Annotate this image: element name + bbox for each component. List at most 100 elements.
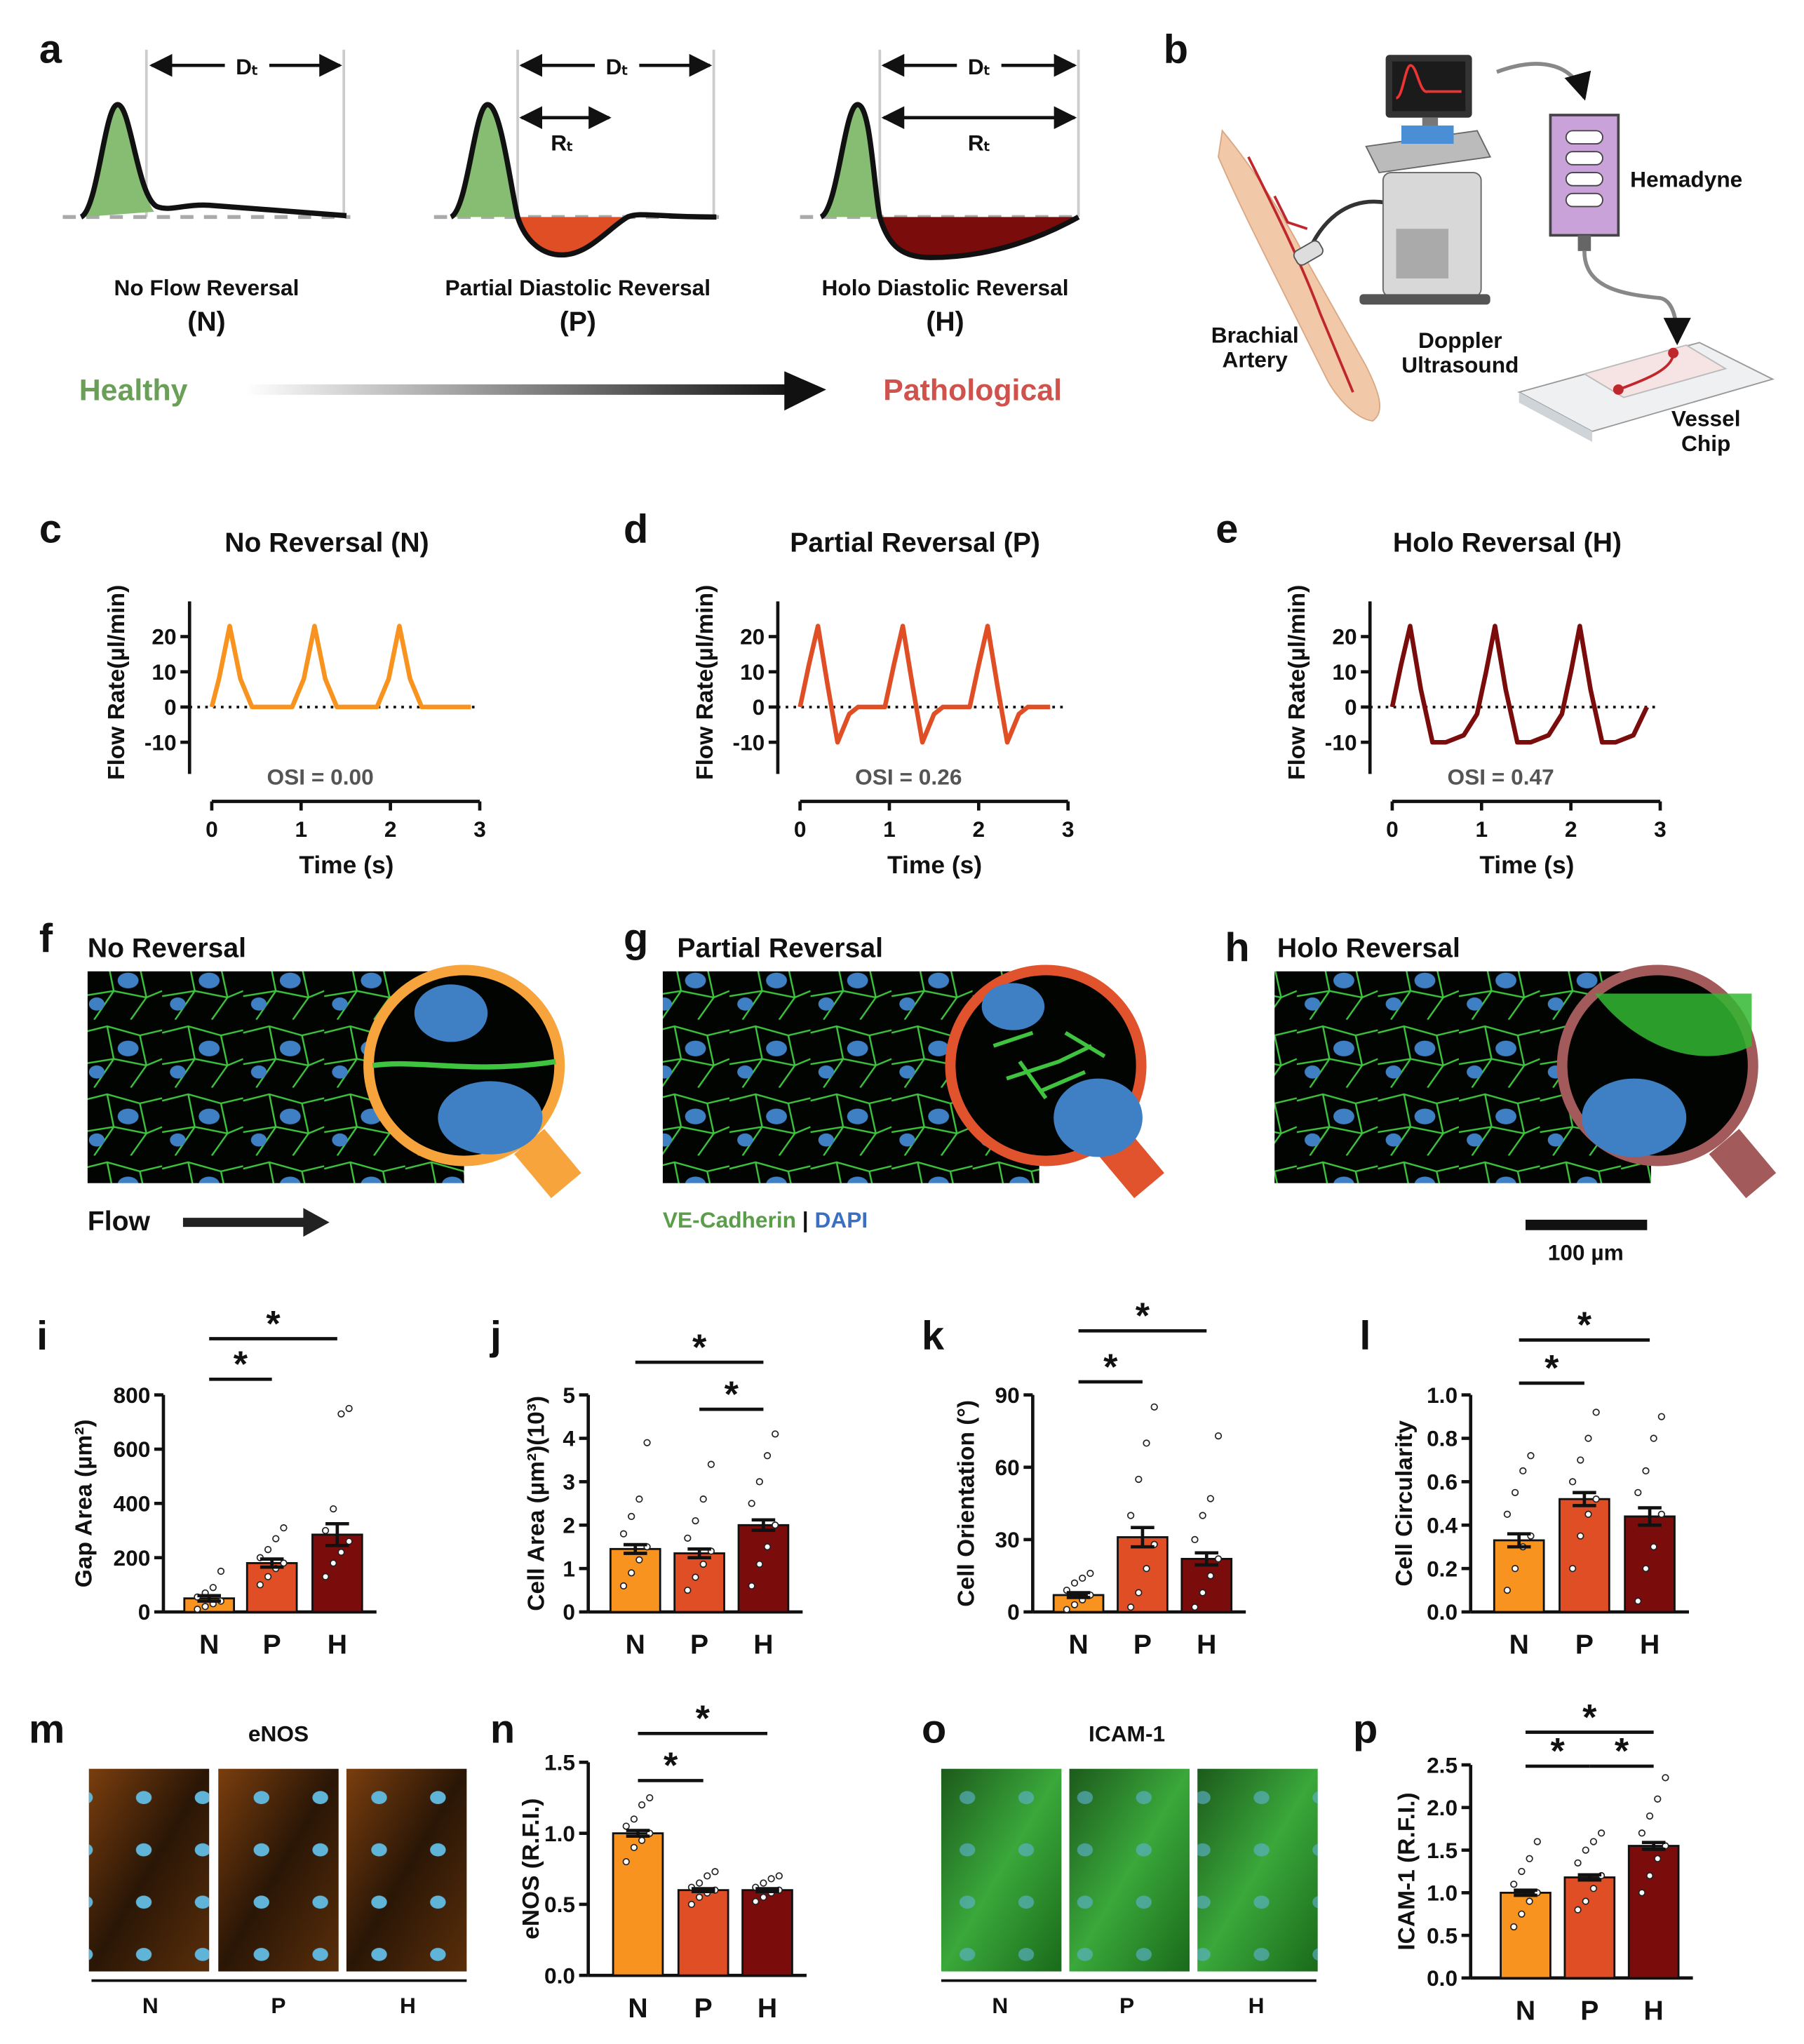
y-axis-label: Cell Circularity	[1392, 1420, 1418, 1587]
image-title: eNOS	[248, 1721, 309, 1747]
data-point	[699, 1560, 707, 1568]
data-point	[1135, 1475, 1143, 1484]
data-point	[1503, 1510, 1512, 1518]
y-tick-label: 2.0	[1427, 1795, 1458, 1820]
panel-label: g	[624, 916, 648, 961]
panel-label: k	[922, 1313, 945, 1358]
panel-label: e	[1216, 506, 1238, 551]
data-point	[707, 1460, 715, 1468]
bar	[1180, 1557, 1233, 1613]
y-tick-label: 10	[152, 659, 176, 685]
data-point	[711, 1868, 719, 1876]
data-point	[1518, 1867, 1526, 1876]
x-tick-label: 2	[973, 816, 985, 842]
y-axis-label: ICAM-1 (R.F.I.)	[1394, 1792, 1420, 1950]
dt-label: Dₜ	[968, 54, 990, 79]
error-bar	[751, 1518, 776, 1533]
panel-label: b	[1164, 27, 1188, 72]
x-tick-label: N	[626, 1630, 645, 1660]
data-point	[321, 1573, 330, 1580]
y-tick-label: 90	[995, 1383, 1020, 1408]
y-tick-label: 0.0	[1427, 1599, 1458, 1625]
data-point	[638, 1836, 646, 1844]
data-point	[1079, 1574, 1086, 1582]
data-point	[1634, 1597, 1642, 1605]
x-tick-label: P	[1133, 1630, 1152, 1660]
waveform-name: Partial Diastolic Reversal	[445, 275, 711, 300]
data-point	[1592, 1408, 1600, 1416]
panel-label: j	[490, 1313, 502, 1358]
hemadyne-illustration	[1549, 114, 1620, 251]
pathological-label: Pathological	[883, 373, 1062, 407]
image-title: ICAM-1	[1089, 1721, 1165, 1747]
error-bar	[1194, 1551, 1219, 1567]
y-tick-label: 60	[995, 1455, 1020, 1480]
data-point	[772, 1521, 779, 1529]
y-tick-label: 20	[152, 624, 176, 650]
waveform-name: Holo Diastolic Reversal	[821, 275, 1068, 300]
data-point	[1526, 1897, 1533, 1905]
waveform-h: Dₜ Rₜ Holo Diastolic Reversal (H)	[800, 49, 1083, 337]
panel-label: h	[1225, 925, 1249, 970]
data-point	[1206, 1572, 1214, 1580]
y-tick-label: 10	[1332, 659, 1357, 685]
flow-line	[797, 624, 1051, 745]
data-point	[752, 1897, 760, 1905]
data-point	[1191, 1535, 1199, 1544]
y-tick-label: 0.6	[1427, 1470, 1458, 1495]
data-point	[763, 1452, 772, 1460]
y-axis-label: Gap Area (µm²)	[71, 1419, 97, 1587]
significance-label: *	[1136, 1296, 1150, 1337]
data-point	[1503, 1586, 1512, 1594]
y-tick-label: 0	[138, 1599, 151, 1625]
y-tick-label: 0.0	[1427, 1965, 1458, 1991]
data-point	[1634, 1488, 1642, 1496]
y-tick-label: 0	[753, 694, 765, 720]
significance-label: *	[725, 1374, 739, 1415]
data-point	[646, 1794, 654, 1802]
x-tick-label: N	[199, 1630, 219, 1660]
bar	[1559, 1498, 1610, 1613]
data-point	[630, 1815, 638, 1823]
y-tick-label: 1	[563, 1556, 575, 1581]
error-bar	[1641, 1841, 1666, 1851]
data-point	[1638, 1829, 1646, 1837]
data-point	[1127, 1603, 1135, 1611]
data-point	[748, 1500, 755, 1507]
dt-label: Dₜ	[236, 54, 258, 79]
data-point	[1135, 1589, 1143, 1596]
data-point	[1577, 1532, 1584, 1540]
data-point	[1582, 1897, 1589, 1905]
bar	[1493, 1539, 1545, 1613]
flow-line	[1389, 624, 1649, 745]
data-point	[1143, 1439, 1150, 1447]
panel-label: m	[29, 1707, 65, 1751]
x-axis-label: Time (s)	[299, 851, 393, 879]
data-point	[1214, 1432, 1223, 1440]
x-tick-label: P	[694, 1993, 713, 2024]
significance-label: *	[1551, 1731, 1566, 1772]
data-point	[1199, 1512, 1206, 1519]
y-axis-label: Cell Area (µm²)(10³)	[523, 1396, 549, 1611]
y-tick-label: 5	[563, 1383, 575, 1408]
y-tick-label: 20	[740, 624, 765, 650]
significance-label: *	[1103, 1347, 1118, 1387]
progression-arrow	[245, 384, 795, 395]
data-point	[619, 1582, 628, 1590]
arm-illustration	[1218, 129, 1381, 422]
data-point	[1199, 1589, 1206, 1596]
waveform-n: Dₜ No Flow Reversal (N)	[62, 49, 351, 337]
x-tick-label: 3	[1654, 816, 1667, 842]
data-point	[280, 1524, 288, 1532]
data-point	[345, 1404, 353, 1413]
error-bar	[1514, 1888, 1537, 1897]
y-axis-label: Cell Orientation (°)	[954, 1400, 980, 1607]
y-tick-label: 0	[1345, 694, 1357, 720]
hemadyne-label: Hemadyne	[1630, 167, 1742, 192]
data-point	[1650, 1434, 1657, 1442]
data-point	[699, 1495, 707, 1503]
data-point	[1589, 1838, 1598, 1845]
data-point	[1063, 1606, 1070, 1613]
panel-b: Brachial Artery Doppler Ultrasound Hemad…	[1211, 55, 1775, 456]
